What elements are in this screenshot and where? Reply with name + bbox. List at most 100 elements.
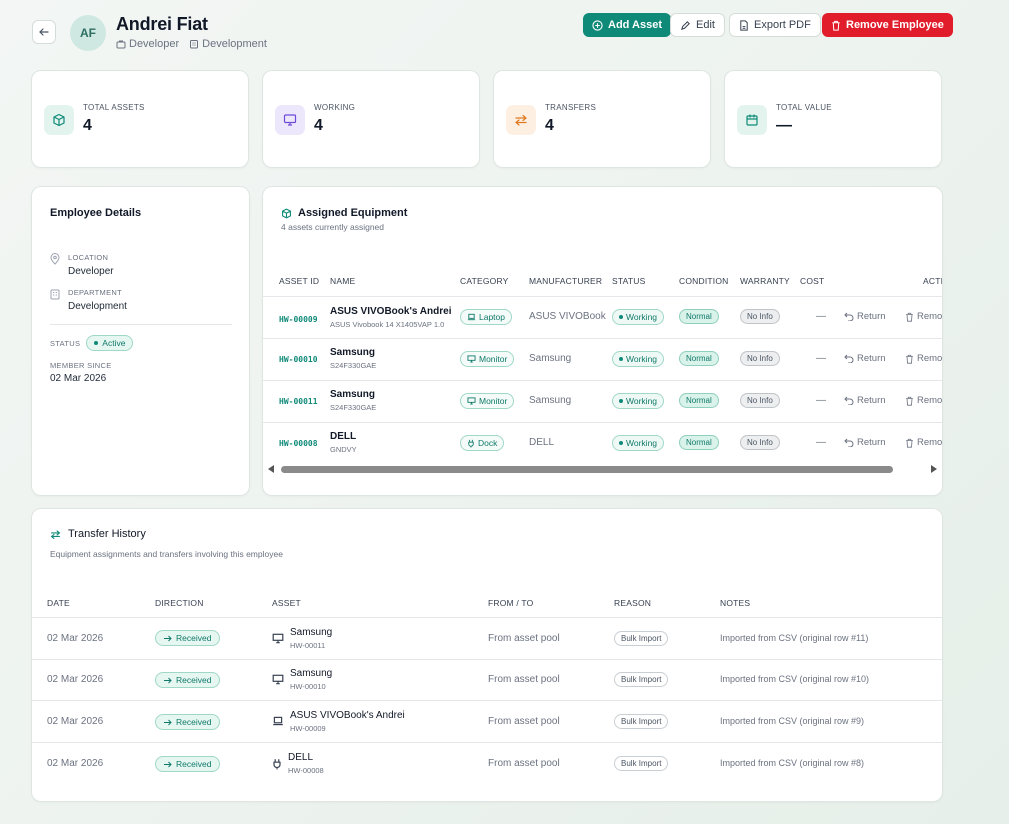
table-row: HW-00008 DELL GNDVY Dock DELL Working No… bbox=[263, 422, 942, 464]
remove-label: Remo bbox=[917, 311, 943, 322]
notes: Imported from CSV (original row #8) bbox=[720, 758, 865, 768]
monitor-icon bbox=[467, 355, 476, 363]
remove-employee-button[interactable]: Remove Employee bbox=[822, 13, 953, 37]
horizontal-scrollbar[interactable] bbox=[268, 464, 938, 474]
transfer-date: 02 Mar 2026 bbox=[47, 633, 104, 644]
export-pdf-label: Export PDF bbox=[754, 19, 811, 31]
category-text: Dock bbox=[478, 438, 498, 448]
undo-icon bbox=[844, 354, 854, 363]
column-header: MANUFACTURER bbox=[529, 276, 603, 286]
column-header: CATEGORY bbox=[460, 276, 509, 286]
remove-employee-label: Remove Employee bbox=[846, 19, 944, 31]
transfer-date: 02 Mar 2026 bbox=[47, 758, 104, 769]
asset-id[interactable]: HW-00008 bbox=[279, 439, 318, 448]
warranty-badge: No Info bbox=[740, 351, 780, 366]
asset-id[interactable]: HW-00009 bbox=[279, 315, 318, 324]
arrow-right-icon bbox=[164, 761, 172, 768]
reason-badge: Bulk Import bbox=[614, 714, 669, 729]
direction-badge: Received bbox=[155, 672, 221, 688]
category-badge: Monitor bbox=[460, 351, 515, 367]
asset-name: Samsung bbox=[290, 627, 333, 638]
export-pdf-button[interactable]: Export PDF bbox=[729, 13, 821, 37]
remove-button[interactable]: Remo bbox=[905, 395, 942, 406]
employee-department: Development bbox=[202, 38, 267, 50]
trash-icon bbox=[905, 438, 914, 448]
employee-subtitle: Developer Development bbox=[116, 38, 267, 50]
undo-icon bbox=[844, 312, 854, 321]
condition-badge: Normal bbox=[679, 351, 719, 366]
asset-id[interactable]: HW-00011 bbox=[279, 397, 318, 406]
arrow-right-icon bbox=[164, 635, 172, 642]
assigned-equipment-card: Assigned Equipment 4 assets currently as… bbox=[262, 186, 943, 496]
asset-model: ASUS Vivobook 14 X1405VAP 1.0 bbox=[330, 320, 445, 329]
trash-icon bbox=[905, 312, 914, 322]
column-header: NAME bbox=[330, 276, 356, 286]
building-icon bbox=[189, 39, 199, 49]
category-badge: Monitor bbox=[460, 393, 515, 409]
column-header: DIRECTION bbox=[155, 598, 204, 608]
stat-card-total-assets: TOTAL ASSETS 4 bbox=[31, 70, 249, 168]
scroll-right-icon[interactable] bbox=[930, 465, 937, 473]
return-button[interactable]: Return bbox=[844, 311, 886, 322]
monitor-icon bbox=[467, 397, 476, 405]
remove-button[interactable]: Remo bbox=[905, 353, 942, 364]
transfer-history-subtitle: Equipment assignments and transfers invo… bbox=[50, 549, 283, 559]
back-button[interactable] bbox=[32, 20, 56, 44]
arrows-icon bbox=[50, 529, 61, 540]
column-header: DATE bbox=[47, 598, 70, 608]
return-label: Return bbox=[857, 395, 886, 406]
add-asset-label: Add Asset bbox=[608, 19, 662, 31]
category-text: Monitor bbox=[479, 396, 508, 406]
plug-icon bbox=[467, 439, 475, 448]
asset-name: ASUS VIVOBook's Andrei bbox=[290, 710, 405, 721]
stat-label: TOTAL VALUE bbox=[776, 103, 832, 112]
table-row: HW-00010 Samsung S24F330GAE Monitor Sams… bbox=[263, 338, 942, 380]
assigned-equipment-subtitle: 4 assets currently assigned bbox=[281, 222, 384, 232]
arrow-right-icon bbox=[164, 677, 172, 684]
asset-id: HW-00009 bbox=[290, 724, 326, 733]
cost: — bbox=[816, 353, 826, 364]
edit-button[interactable]: Edit bbox=[670, 13, 725, 37]
category-badge: Dock bbox=[460, 435, 505, 451]
asset-id: HW-00010 bbox=[290, 682, 326, 691]
trash-icon bbox=[831, 20, 841, 31]
from-to: From asset pool bbox=[488, 758, 560, 769]
asset-model: S24F330GAE bbox=[330, 403, 377, 412]
status-badge: Active bbox=[86, 335, 134, 351]
column-header: STATUS bbox=[612, 276, 646, 286]
transfer-date: 02 Mar 2026 bbox=[47, 674, 104, 685]
status-badge: Working bbox=[612, 309, 665, 325]
asset-id[interactable]: HW-00010 bbox=[279, 355, 318, 364]
remove-button[interactable]: Remo bbox=[905, 311, 942, 322]
trash-icon bbox=[905, 396, 914, 406]
status-badge: Working bbox=[612, 351, 665, 367]
direction-text: Received bbox=[176, 675, 212, 685]
table-row: 02 Mar 2026 Received Samsung HW-00011 Fr… bbox=[32, 617, 942, 659]
briefcase-icon bbox=[116, 39, 126, 49]
status-text: Working bbox=[626, 312, 658, 322]
scrollbar-thumb[interactable] bbox=[281, 466, 893, 473]
notes: Imported from CSV (original row #10) bbox=[720, 674, 870, 684]
return-button[interactable]: Return bbox=[844, 353, 886, 364]
from-to: From asset pool bbox=[488, 716, 560, 727]
return-button[interactable]: Return bbox=[844, 395, 886, 406]
direction-badge: Received bbox=[155, 630, 221, 646]
arrows-icon bbox=[506, 105, 536, 135]
direction-text: Received bbox=[176, 717, 212, 727]
reason-badge: Bulk Import bbox=[614, 631, 669, 646]
return-button[interactable]: Return bbox=[844, 437, 886, 448]
stat-value: 4 bbox=[83, 117, 92, 134]
asset-name: Samsung bbox=[290, 668, 333, 679]
monitor-icon bbox=[275, 105, 305, 135]
department-value: Development bbox=[68, 301, 127, 312]
column-header: ACTI bbox=[923, 276, 943, 286]
table-row: 02 Mar 2026 Received DELL HW-00008 From … bbox=[32, 742, 942, 784]
remove-label: Remo bbox=[917, 437, 943, 448]
employee-name: Andrei Fiat bbox=[116, 14, 208, 34]
employee-role: Developer bbox=[129, 38, 180, 50]
scroll-left-icon[interactable] bbox=[268, 465, 275, 473]
remove-button[interactable]: Remo bbox=[905, 437, 942, 448]
add-asset-button[interactable]: Add Asset bbox=[583, 13, 671, 37]
asset-name: Samsung bbox=[330, 389, 376, 400]
asset-id: HW-00011 bbox=[290, 641, 326, 650]
